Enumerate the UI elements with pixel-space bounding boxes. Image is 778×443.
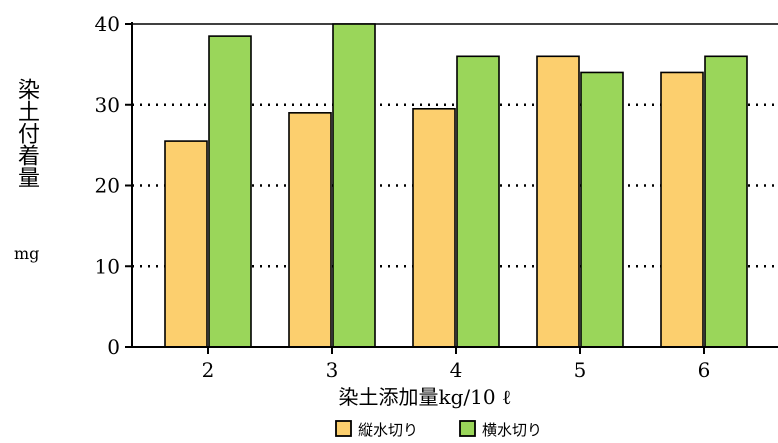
y-tick-label-20: 20 [95, 174, 120, 198]
x-axis-title: 染土添加量kg/10 ℓ [338, 385, 511, 409]
bar-縦水切り-6 [660, 71, 704, 348]
x-tick-label-3: 3 [326, 358, 339, 382]
legend-label-横水切り: 横水切り [482, 421, 542, 439]
bar-横水切り-5 [580, 71, 624, 348]
bar-縦水切り-2 [164, 140, 208, 348]
bar-横水切り-2 [208, 35, 252, 348]
x-tick-label-2: 2 [202, 358, 215, 382]
legend-swatch-横水切り [459, 420, 476, 437]
bar-横水切り-3 [332, 23, 376, 348]
x-tick-label-4: 4 [450, 358, 463, 382]
x-tick-label-5: 5 [574, 358, 587, 382]
bar-縦水切り-4 [412, 107, 456, 348]
bar-縦水切り-5 [536, 55, 580, 348]
bar-横水切り-6 [704, 55, 748, 348]
y-axis-title: 染土付着量 [14, 78, 39, 188]
legend-swatch-縦水切り [335, 420, 352, 437]
bar-縦水切り-3 [288, 112, 332, 348]
y-tick-label-30: 30 [95, 93, 120, 117]
y-tick-label-0: 0 [107, 335, 120, 359]
y-tick-label-40: 40 [95, 12, 120, 36]
legend-label-縦水切り: 縦水切り [358, 421, 418, 439]
x-tick-label-6: 6 [698, 358, 711, 382]
y-tick-label-10: 10 [95, 254, 120, 278]
bar-横水切り-4 [456, 55, 500, 348]
y-axis-unit: mg [14, 244, 40, 263]
